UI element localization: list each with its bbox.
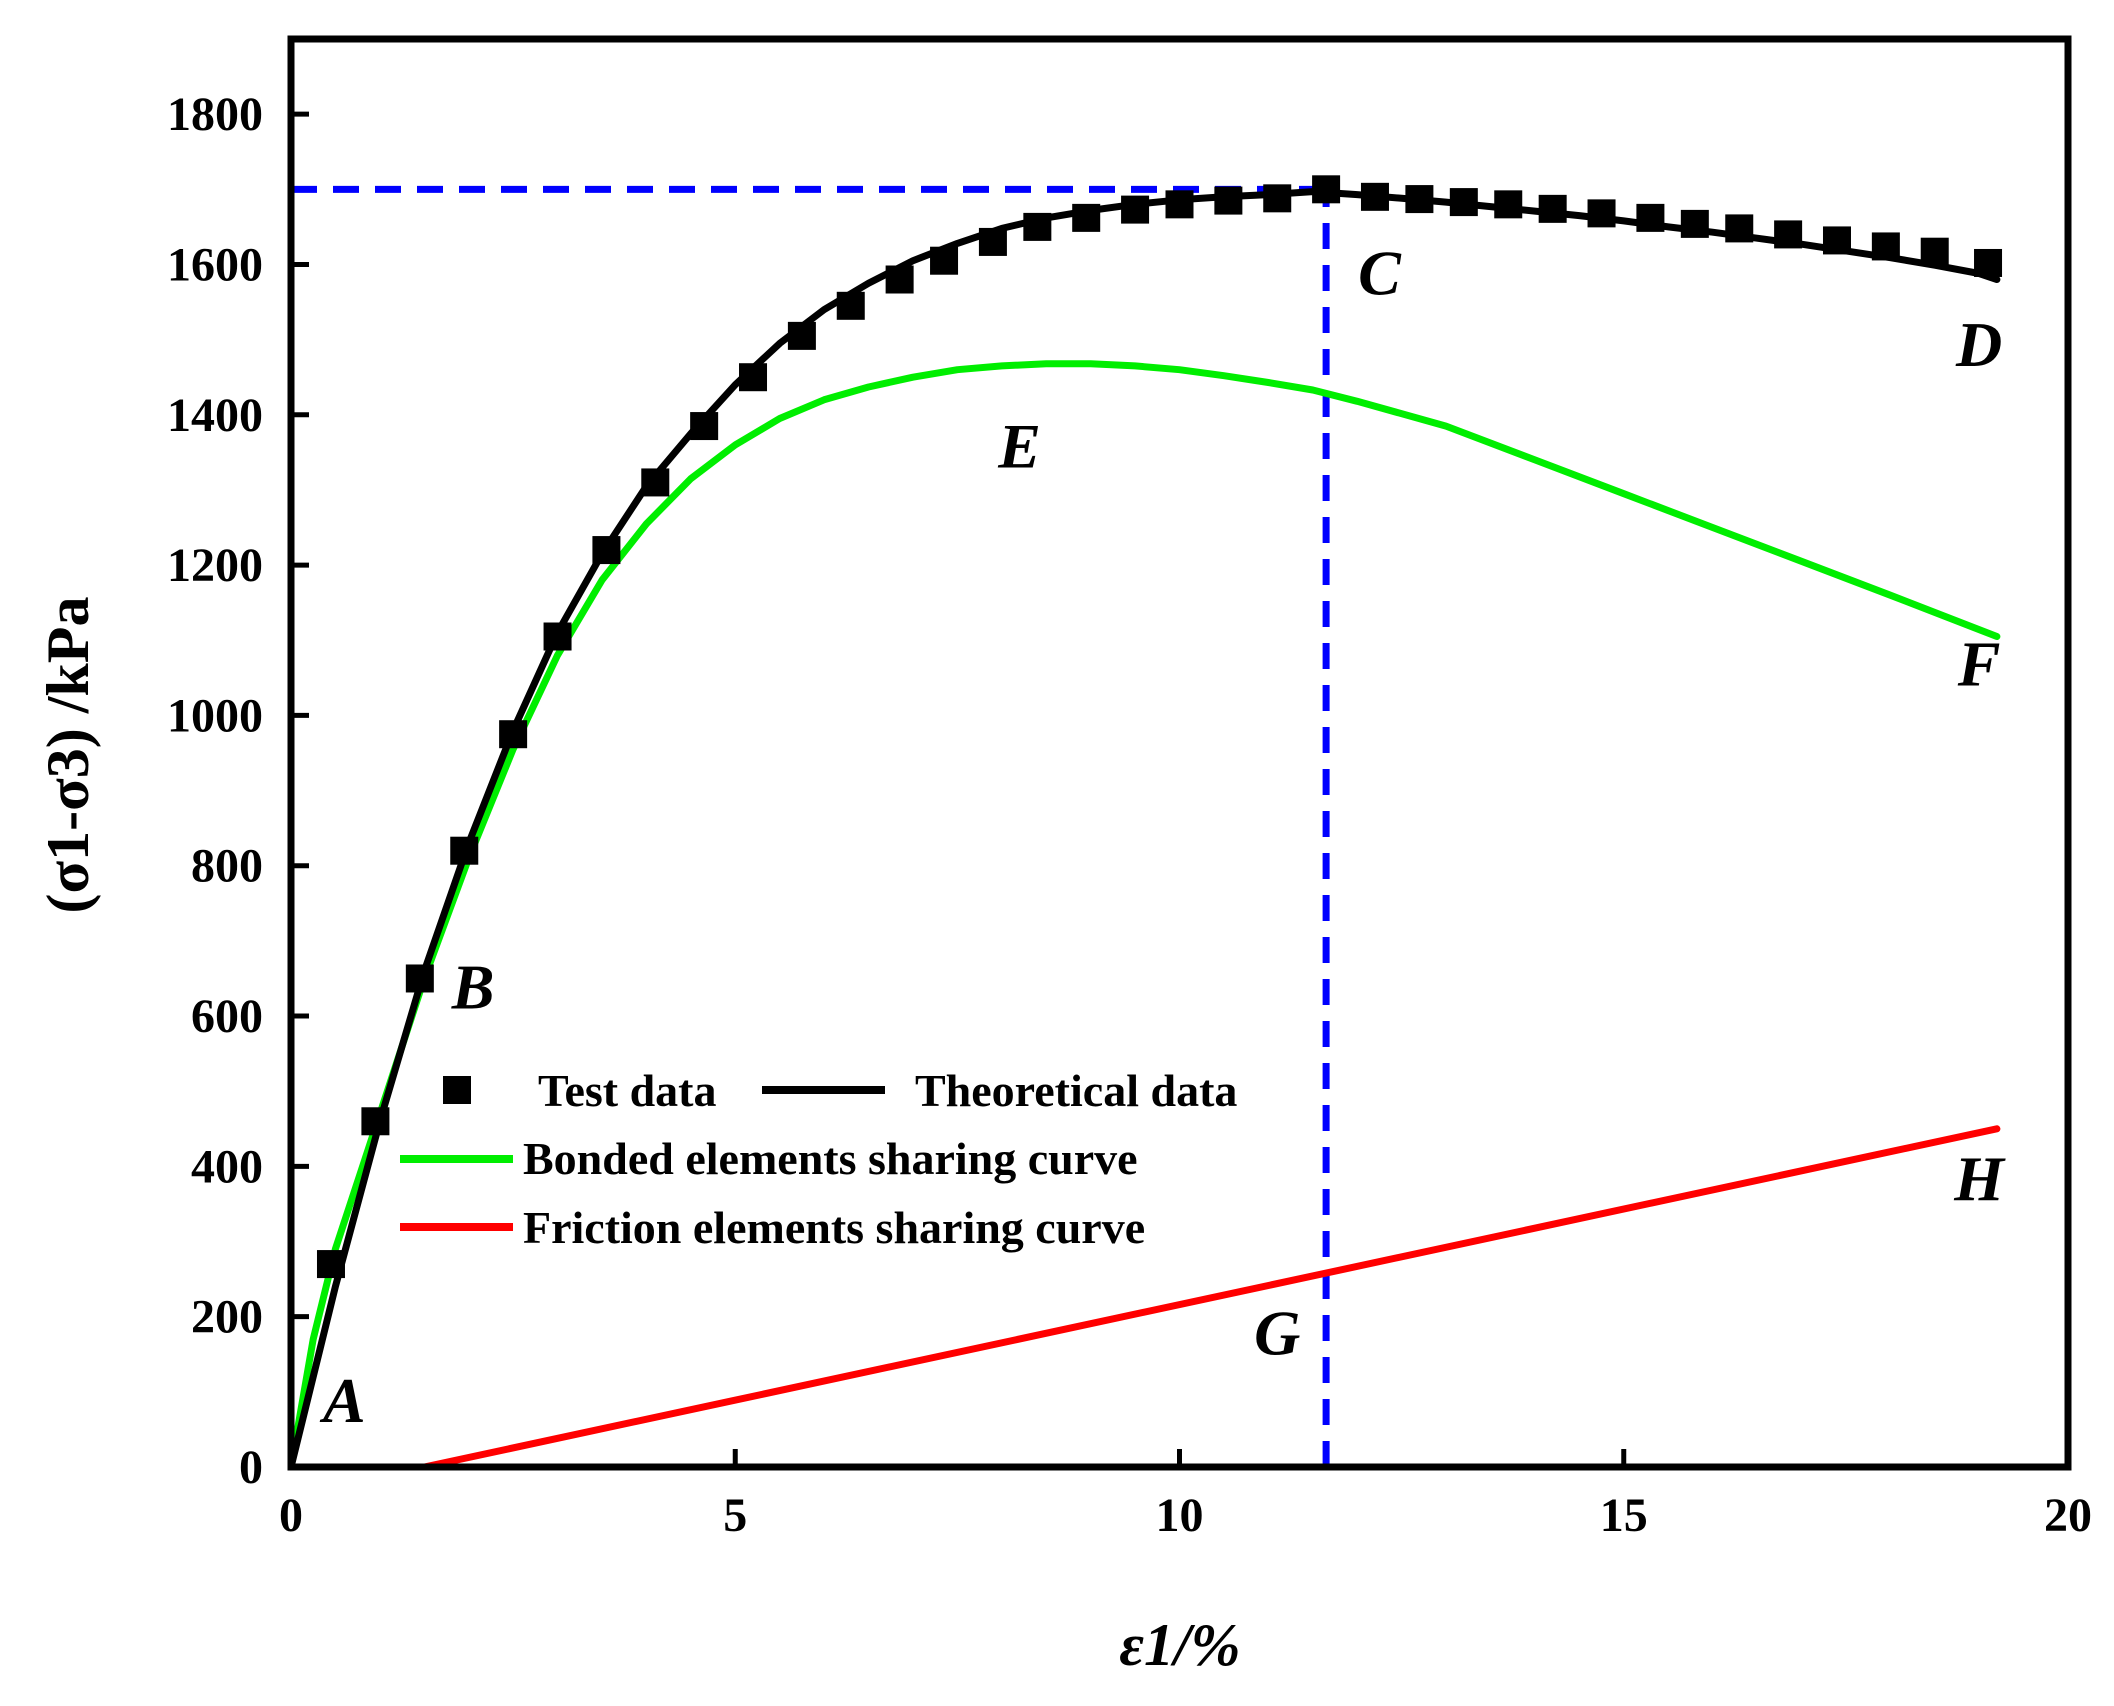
- x-tick-label: 10: [1156, 1489, 1204, 1542]
- point-label-a: A: [319, 1365, 366, 1436]
- legend: Test data Theoretical data Bonded elements…: [400, 1065, 1237, 1253]
- y-tick-label: 1800: [167, 88, 263, 141]
- x-tick-label: 15: [1600, 1489, 1648, 1542]
- y-tick-label: 1400: [167, 389, 263, 442]
- y-tick-label: 1000: [167, 689, 263, 742]
- legend-test-data-label: Test data: [538, 1065, 717, 1116]
- y-axis-title: (σ1-σ3) /kPa: [35, 597, 101, 914]
- point-label-f: F: [1957, 628, 2001, 699]
- legend-test-data-swatch: [443, 1076, 471, 1104]
- y-tick-label: 800: [191, 840, 263, 893]
- reference-lines: [291, 185, 1330, 1467]
- y-tick-label: 200: [191, 1291, 263, 1344]
- point-label-e: E: [997, 410, 1041, 481]
- legend-friction-label: Friction elements sharing curve: [523, 1202, 1145, 1253]
- y-tick-label: 1600: [167, 238, 263, 291]
- x-tick-label: 5: [723, 1489, 747, 1542]
- point-labels: A B C D E F G H: [319, 238, 2006, 1436]
- test-data-point: [1165, 190, 1194, 219]
- x-axis-title: ε1/%: [1119, 1612, 1240, 1678]
- test-data-point: [1587, 199, 1616, 228]
- test-data-point: [1263, 184, 1292, 213]
- theoretical-data-line: [287, 188, 2001, 1471]
- point-label-c: C: [1358, 238, 1402, 309]
- y-tick-label: 400: [191, 1140, 263, 1193]
- legend-bonded-label: Bonded elements sharing curve: [523, 1133, 1138, 1184]
- point-label-b: B: [451, 952, 495, 1023]
- legend-theoretical-data-label: Theoretical data: [915, 1065, 1237, 1116]
- bonded-elements-sharing-curve-line: [287, 360, 2001, 1471]
- point-label-d: D: [1955, 309, 2002, 380]
- x-tick-label: 20: [2044, 1489, 2092, 1542]
- x-tick-label: 0: [279, 1489, 303, 1542]
- point-label-h: H: [1953, 1143, 2006, 1214]
- point-label-g: G: [1254, 1297, 1300, 1368]
- y-tick-label: 600: [191, 990, 263, 1043]
- axes: 0 5 10 15 2002004006008001000120014001600180…: [167, 88, 2092, 1542]
- y-tick-label: 1200: [167, 539, 263, 592]
- y-tick-label: 0: [239, 1441, 263, 1494]
